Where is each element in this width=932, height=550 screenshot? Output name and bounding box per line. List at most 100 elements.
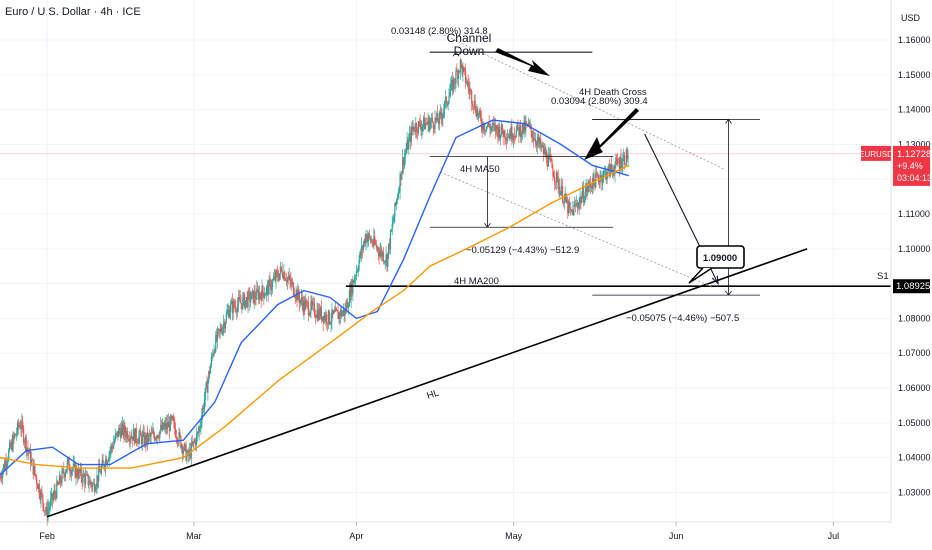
candle-body: [142, 431, 144, 435]
candle-body: [354, 276, 357, 279]
candle-body: [561, 185, 563, 192]
price-axis-tick-label: 1.11000: [898, 209, 930, 219]
candle-body: [403, 156, 406, 167]
candle-body: [55, 493, 57, 498]
candle-body: [589, 184, 592, 188]
time-axis[interactable]: Feb Mar Apr May Jun Jul: [39, 522, 839, 541]
price-axis-tick-label: 1.16000: [898, 35, 931, 45]
candle-body: [498, 126, 500, 138]
candle-body: [395, 202, 397, 205]
candle-body: [317, 310, 319, 320]
candle-body: [179, 432, 181, 437]
candle-body: [423, 117, 426, 130]
price-axis[interactable]: 1.160001.150001.140001.130001.120001.110…: [898, 35, 931, 497]
chart-title: Euro / U.S. Dollar · 4h · ICE: [5, 6, 141, 18]
projection-arrowhead: [711, 275, 719, 286]
candle-body: [458, 70, 460, 80]
candle-body: [266, 284, 268, 288]
candle-body: [408, 138, 410, 150]
time-axis-tick-label: Jun: [669, 531, 684, 541]
candle-body: [611, 169, 613, 171]
time-axis-tick-label: Apr: [349, 531, 363, 541]
candle-body: [373, 236, 375, 245]
candle-body: [12, 435, 14, 451]
candle-body: [538, 137, 540, 144]
candle-body: [222, 327, 224, 334]
candle-body: [451, 79, 453, 84]
candle-body: [451, 79, 454, 92]
candle-body: [546, 152, 548, 164]
candle-body: [397, 191, 399, 198]
candle-body: [73, 463, 75, 464]
candle-body: [216, 330, 219, 341]
moving-averages: [0, 119, 630, 476]
candle-body: [40, 491, 42, 500]
candle-body: [453, 78, 455, 84]
candle-body: [181, 445, 183, 449]
candle-body: [30, 459, 33, 465]
candle-body: [399, 173, 401, 192]
candle-body: [290, 280, 292, 285]
candle-body: [372, 243, 374, 245]
candle-body: [147, 434, 150, 442]
price-axis-tick-label: 1.15000: [898, 70, 931, 80]
candle-body: [60, 482, 62, 484]
candle-body: [606, 175, 608, 180]
candle-body: [204, 387, 206, 400]
candle-body: [466, 81, 468, 84]
candle-body: [229, 311, 231, 318]
candle-body: [36, 484, 39, 489]
candle-body: [558, 186, 560, 189]
candle-body: [386, 254, 388, 267]
candle-body: [601, 175, 603, 183]
candle-body: [11, 441, 13, 451]
candle-body: [7, 460, 9, 464]
candle-body: [496, 125, 498, 130]
candle-body: [267, 284, 269, 295]
candle-body: [92, 482, 95, 484]
candle-body: [97, 475, 99, 482]
price-tags: EURUSD 1.12728+9.4% 03:04:13 1.08925: [0, 145, 932, 294]
candle-body: [95, 486, 97, 490]
candle-body: [447, 103, 449, 105]
candle-body: [575, 203, 577, 206]
candle-body: [209, 365, 212, 374]
candle-body: [420, 126, 422, 131]
candle-body: [333, 311, 336, 313]
candle-body: [310, 301, 312, 313]
candle-body: [94, 489, 96, 492]
candle-body: [99, 471, 102, 474]
candle-body: [391, 223, 393, 230]
candle-body: [8, 450, 10, 461]
candle-body: [299, 300, 302, 304]
candle-body: [509, 134, 511, 139]
candle-body: [180, 436, 182, 449]
candle-body: [383, 261, 385, 263]
candle-body: [285, 280, 287, 281]
ma200-label: 4H MA200: [454, 276, 499, 287]
candle-body: [88, 484, 90, 486]
candle-body: [250, 299, 252, 303]
candle-body: [500, 124, 503, 135]
candle-body: [309, 312, 311, 316]
candle-body: [526, 123, 528, 125]
candle-body: [321, 316, 323, 320]
candle-body: [300, 297, 302, 301]
candle-body: [535, 143, 537, 146]
candle-body: [608, 164, 610, 168]
candle-body: [462, 67, 464, 75]
candle-body: [214, 350, 216, 352]
candle-body: [285, 280, 288, 282]
candle-body: [280, 266, 282, 270]
candle-body: [70, 472, 72, 475]
candle-body: [121, 423, 123, 428]
candle-body: [216, 334, 218, 341]
candle-body: [582, 188, 585, 203]
candle-body: [604, 170, 606, 172]
candle-body: [35, 474, 37, 478]
candle-body: [205, 382, 207, 388]
candle-body: [365, 234, 367, 244]
candle-body: [333, 311, 335, 314]
candle-body: [174, 429, 177, 437]
